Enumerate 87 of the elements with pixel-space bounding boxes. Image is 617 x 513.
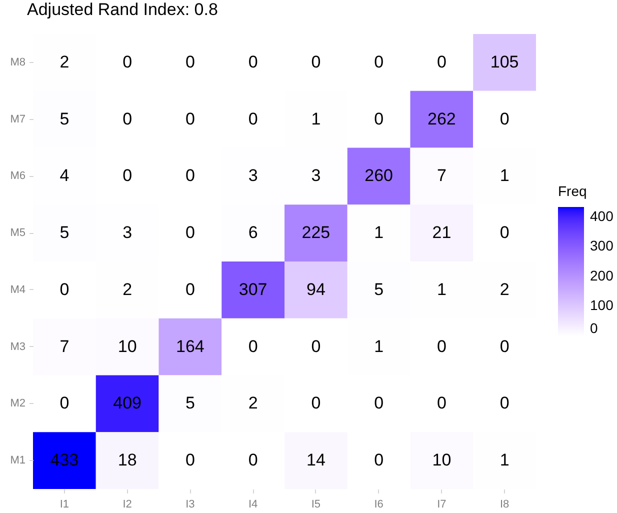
data-label: 0 bbox=[248, 109, 258, 128]
data-label: 0 bbox=[122, 166, 132, 186]
color-bar-label: 300 bbox=[590, 238, 614, 254]
color-bar-label: 400 bbox=[590, 208, 614, 224]
color-bar-label: 0 bbox=[590, 320, 598, 336]
y-tick-label: M8 bbox=[10, 56, 26, 68]
data-label: 0 bbox=[185, 52, 195, 72]
data-label: 0 bbox=[185, 166, 195, 186]
data-label: 0 bbox=[500, 223, 510, 242]
data-label: 0 bbox=[122, 52, 132, 72]
x-tick-label: I5 bbox=[311, 498, 321, 510]
x-tick-label: I1 bbox=[60, 498, 70, 510]
data-label: 5 bbox=[185, 394, 195, 413]
data-label: 4 bbox=[60, 166, 70, 186]
data-label: 0 bbox=[311, 394, 321, 413]
data-label: 5 bbox=[60, 223, 70, 242]
data-label: 0 bbox=[185, 280, 195, 299]
data-label: 18 bbox=[118, 450, 137, 470]
data-label: 1 bbox=[500, 450, 510, 470]
y-tick-label: M7 bbox=[10, 113, 26, 126]
data-label: 5 bbox=[60, 109, 70, 128]
y-tick-label: M5 bbox=[10, 227, 26, 240]
data-label: 3 bbox=[248, 166, 258, 186]
y-tick-label: M6 bbox=[10, 170, 26, 182]
data-label: 3 bbox=[122, 223, 132, 242]
data-label: 0 bbox=[60, 394, 70, 413]
x-tick-label: I7 bbox=[437, 498, 446, 510]
data-label: 1 bbox=[311, 109, 321, 128]
data-label: 0 bbox=[248, 52, 258, 72]
data-label: 307 bbox=[238, 280, 268, 299]
y-tick-label: M2 bbox=[10, 398, 26, 410]
data-label: 3 bbox=[311, 166, 321, 186]
data-label: 0 bbox=[500, 336, 510, 356]
data-label: 0 bbox=[248, 450, 258, 470]
data-label: 0 bbox=[436, 52, 446, 72]
data-label: 225 bbox=[302, 223, 330, 242]
x-tick-label: I6 bbox=[374, 498, 384, 510]
y-tick-label: M4 bbox=[10, 284, 26, 296]
data-label: 94 bbox=[306, 280, 326, 299]
data-label: 0 bbox=[311, 336, 321, 356]
data-label: 7 bbox=[60, 336, 70, 356]
chart-title: Adjusted Rand Index: 0.8 bbox=[27, 0, 218, 19]
data-label: 5 bbox=[374, 280, 384, 299]
data-label: 409 bbox=[113, 394, 142, 413]
data-label: 14 bbox=[306, 450, 326, 470]
data-label: 6 bbox=[248, 223, 258, 242]
x-tick-label: I3 bbox=[186, 498, 195, 510]
data-label: 2 bbox=[122, 280, 132, 299]
data-label: 0 bbox=[248, 336, 258, 356]
data-label: 10 bbox=[118, 336, 137, 356]
data-label: 2 bbox=[500, 280, 510, 299]
data-label: 262 bbox=[428, 109, 456, 128]
data-label: 1 bbox=[374, 223, 384, 242]
data-label: 0 bbox=[122, 109, 132, 128]
data-label: 0 bbox=[374, 394, 384, 413]
data-label: 0 bbox=[436, 336, 446, 356]
data-label: 0 bbox=[311, 52, 321, 72]
data-label: 0 bbox=[185, 223, 195, 242]
data-label: 0 bbox=[436, 394, 446, 413]
data-label: 1 bbox=[436, 280, 446, 299]
x-tick-label: I4 bbox=[248, 498, 258, 510]
data-label: 164 bbox=[176, 336, 204, 356]
data-label: 0 bbox=[374, 450, 384, 470]
y-tick-label: M1 bbox=[10, 454, 26, 467]
data-label: 0 bbox=[500, 394, 510, 413]
color-bar-label: 200 bbox=[590, 267, 614, 284]
data-label: 0 bbox=[60, 280, 70, 299]
color-bar-label: 100 bbox=[590, 297, 614, 314]
data-label: 105 bbox=[490, 52, 519, 72]
data-label: 0 bbox=[500, 109, 510, 128]
data-label: 1 bbox=[374, 336, 384, 356]
data-label: 0 bbox=[374, 52, 384, 72]
data-label: 1 bbox=[500, 166, 510, 186]
data-label: 10 bbox=[432, 450, 452, 470]
data-label: 0 bbox=[185, 450, 195, 470]
data-label: 2 bbox=[248, 394, 258, 413]
data-label: 260 bbox=[364, 166, 393, 186]
legend-title: Freq bbox=[558, 183, 587, 199]
data-label: 433 bbox=[50, 450, 79, 470]
y-tick-label: M3 bbox=[10, 340, 26, 353]
x-tick-label: I2 bbox=[122, 498, 132, 510]
data-label: 2 bbox=[60, 52, 70, 72]
x-tick-label: I8 bbox=[500, 498, 510, 510]
data-label: 0 bbox=[374, 109, 384, 128]
data-label: 21 bbox=[432, 223, 452, 242]
data-label: 7 bbox=[436, 166, 446, 186]
data-label: 0 bbox=[185, 109, 195, 128]
